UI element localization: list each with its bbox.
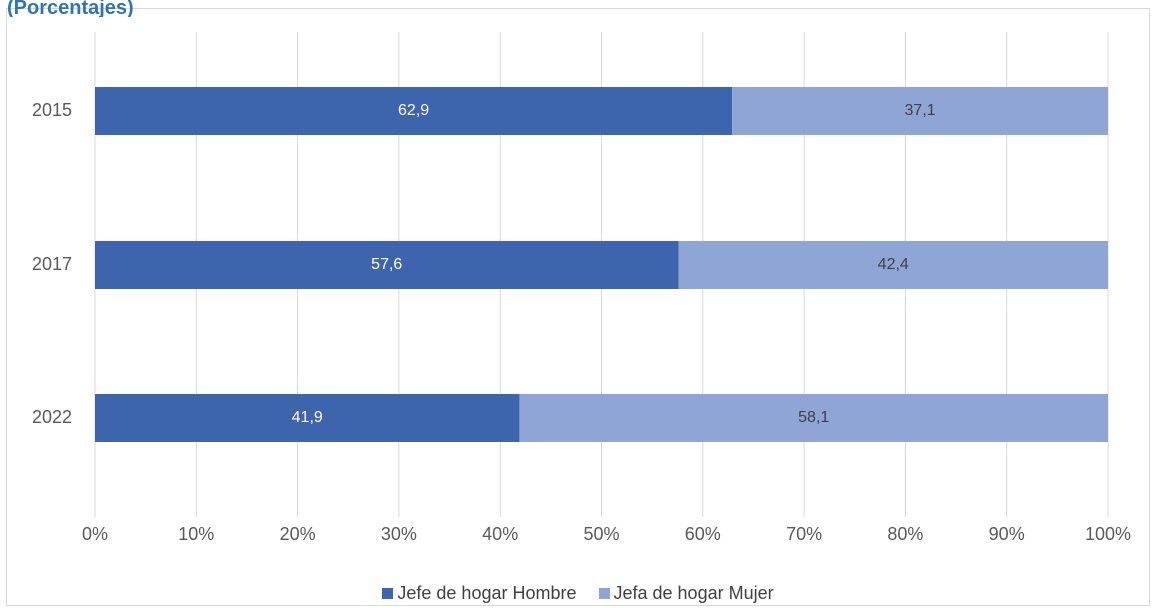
- chart-title: (Porcentajes): [7, 0, 134, 17]
- data-label: 42,4: [878, 256, 909, 273]
- chart-frame: (Porcentajes): [6, 0, 1150, 606]
- legend-item-hombre: Jefe de hogar Hombre: [382, 582, 577, 604]
- legend-swatch-mujer: [598, 587, 610, 599]
- data-label: 58,1: [798, 409, 829, 426]
- data-label: 41,9: [292, 409, 323, 426]
- legend-label-mujer: Jefa de hogar Mujer: [613, 582, 774, 603]
- x-tick-label: 100%: [1085, 524, 1131, 544]
- x-tick-label: 50%: [583, 524, 619, 544]
- y-tick-label: 2015: [32, 100, 72, 120]
- bar-hombre-2017: [95, 241, 679, 289]
- data-label: 37,1: [905, 102, 936, 119]
- y-tick-label: 2022: [32, 407, 72, 427]
- x-tick-label: 70%: [786, 524, 822, 544]
- bar-mujer-2017: [678, 241, 1108, 289]
- legend-swatch-hombre: [382, 587, 394, 599]
- legend-item-mujer: Jefa de hogar Mujer: [598, 582, 774, 604]
- data-label: 57,6: [371, 256, 402, 273]
- bar-mujer-2015: [732, 87, 1108, 135]
- chart-legend: Jefe de hogar Hombre Jefa de hogar Mujer: [0, 581, 1156, 605]
- x-tick-label: 60%: [685, 524, 721, 544]
- x-tick-label: 0%: [82, 524, 108, 544]
- bar-hombre-2015: [95, 87, 733, 135]
- bar-hombre-2022: [95, 394, 520, 442]
- x-tick-label: 30%: [381, 524, 417, 544]
- x-tick-label: 40%: [482, 524, 518, 544]
- legend-label-hombre: Jefe de hogar Hombre: [397, 582, 577, 603]
- chart-title-clip: (Porcentajes): [7, 0, 607, 17]
- data-label: 62,9: [398, 102, 429, 119]
- bar-mujer-2022: [519, 394, 1108, 442]
- y-tick-label: 2017: [32, 254, 72, 274]
- x-tick-label: 20%: [280, 524, 316, 544]
- x-tick-label: 80%: [887, 524, 923, 544]
- x-tick-label: 90%: [989, 524, 1025, 544]
- x-tick-label: 10%: [178, 524, 214, 544]
